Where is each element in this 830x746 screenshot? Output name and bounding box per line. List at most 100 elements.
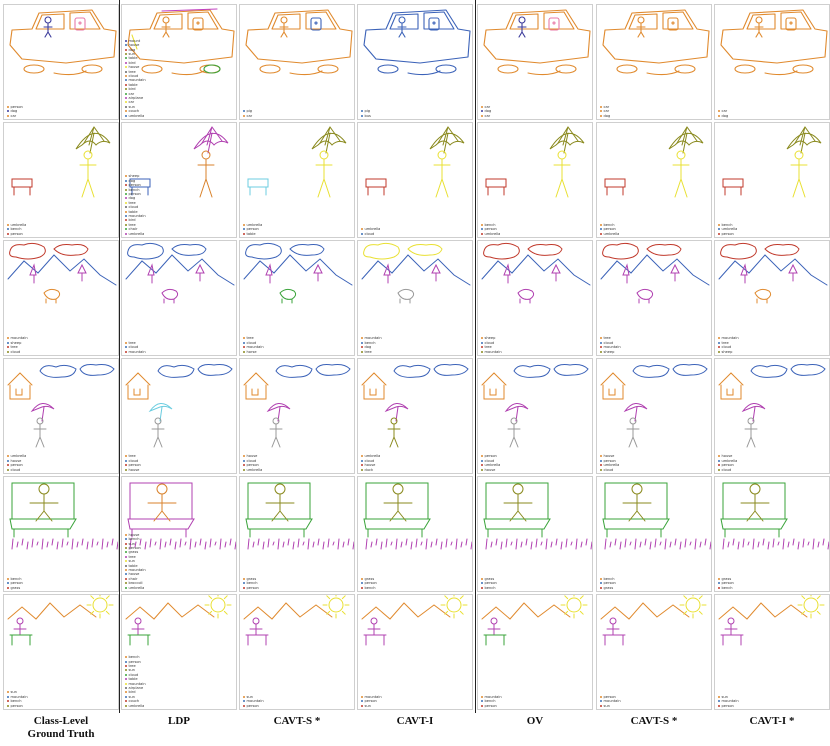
umbrella-handle [682, 132, 688, 154]
legend-entry: car [600, 109, 610, 113]
legend-label: person [246, 585, 259, 590]
car-body-stroke [720, 9, 828, 64]
legend-color-dot [243, 346, 245, 349]
class-legend: sun mountain bench person [7, 690, 28, 708]
grass-blade [520, 541, 523, 548]
grass-blade [782, 538, 785, 550]
sketch-drawing [247, 126, 347, 198]
legend-entry: sun [361, 704, 382, 708]
legend-label: cloud [128, 345, 139, 350]
grass-blade [515, 538, 518, 550]
legend-entry: person [125, 192, 146, 196]
car-wheel-back [81, 64, 103, 74]
legend-color-dot [600, 110, 602, 113]
legend-color-dot [481, 455, 483, 458]
legend-color-dot [7, 114, 9, 117]
legend-entry: mountain [361, 336, 382, 340]
grass-blade [445, 538, 448, 548]
sun-stroke [560, 595, 588, 619]
grass-blade [505, 538, 508, 548]
legend-entry: sun [600, 704, 621, 708]
legend-label: sheep [10, 340, 22, 345]
house-stroke [600, 372, 626, 400]
legend-color-dot [718, 577, 720, 580]
grass-blade [365, 538, 368, 550]
legend-color-dot [361, 582, 363, 585]
bench-scene-drawing [245, 482, 354, 550]
legend-label: dog [128, 178, 136, 183]
column-header-line: CAVT-I * [749, 715, 795, 727]
legend-label: umbrella [364, 227, 381, 232]
legend-entry: car [600, 105, 610, 109]
legend-label: mountain [603, 699, 621, 704]
umbrella-stroke [266, 403, 291, 422]
sketch-drawing [7, 595, 114, 646]
person-body [13, 623, 27, 636]
legend-entry: umbrella [718, 459, 737, 463]
legend-entry: person [481, 704, 502, 708]
legend-entry: dog [125, 48, 146, 52]
sun-scene-drawing [243, 595, 350, 646]
legend-label: mount [128, 38, 141, 43]
legend-label: house [128, 572, 140, 577]
mountain-ridge [125, 254, 235, 286]
grass-blade [76, 541, 79, 548]
legend-label: grass [246, 576, 257, 581]
bench-stroke [485, 178, 507, 196]
legend-color-dot [243, 223, 245, 226]
legend-entry: cloud [481, 341, 502, 345]
legend-color-dot [125, 97, 127, 100]
legend-entry: person [600, 227, 619, 231]
grass-blade [380, 541, 383, 550]
legend-entry: house [243, 454, 262, 458]
legend-color-dot [125, 228, 127, 231]
bench-stroke [9, 634, 33, 646]
column-header: CAVT-S * [239, 715, 355, 728]
grass-blade [425, 538, 428, 550]
grass-blade [194, 541, 197, 548]
legend-label: bench [603, 576, 615, 581]
legend-label: car [721, 109, 728, 114]
person-head [392, 483, 404, 495]
legend-color-dot [243, 468, 245, 471]
grass-blade [302, 541, 305, 546]
car-drawing [9, 9, 117, 76]
grass-blade [385, 538, 388, 548]
legend-label: pig [364, 109, 371, 114]
legend-color-dot [125, 700, 127, 703]
mountain-ridge [718, 602, 808, 620]
sheep-stroke [161, 288, 179, 304]
car-window-stroke [153, 11, 219, 30]
legend-color-dot [243, 704, 245, 707]
class-legend: mountain sheep tree cloud [7, 336, 28, 354]
grass-blade [81, 538, 84, 546]
legend-color-dot [125, 660, 127, 663]
person-body [367, 623, 381, 636]
tree-right [195, 263, 205, 282]
legend-label: tree [128, 454, 136, 459]
grass-blade [11, 538, 14, 550]
legend-entry: horse [243, 350, 264, 354]
car-road-stroke [171, 70, 205, 76]
legend-color-dot [125, 44, 127, 47]
legend-color-dot [718, 341, 720, 344]
dog-eye [789, 21, 793, 25]
legend-entry: person [243, 704, 264, 708]
house-scene-drawing [600, 364, 708, 448]
person-body [249, 623, 263, 636]
sketch-drawing [365, 126, 465, 198]
legend-label: person [484, 227, 497, 232]
cloud-right [433, 364, 469, 376]
legend-color-dot [125, 188, 127, 191]
grass-strokes [129, 538, 236, 550]
legend-label: car [603, 104, 610, 109]
grass-blade [772, 538, 775, 548]
legend-label: table [246, 231, 256, 236]
legend-label: car [484, 113, 491, 118]
legend-label: mountain [128, 349, 146, 354]
legend-entry: mountain [125, 350, 146, 354]
legend-entry: bird [125, 218, 146, 222]
legend-color-dot [600, 459, 602, 462]
tree-right [551, 263, 561, 282]
colored-accent [131, 34, 138, 50]
